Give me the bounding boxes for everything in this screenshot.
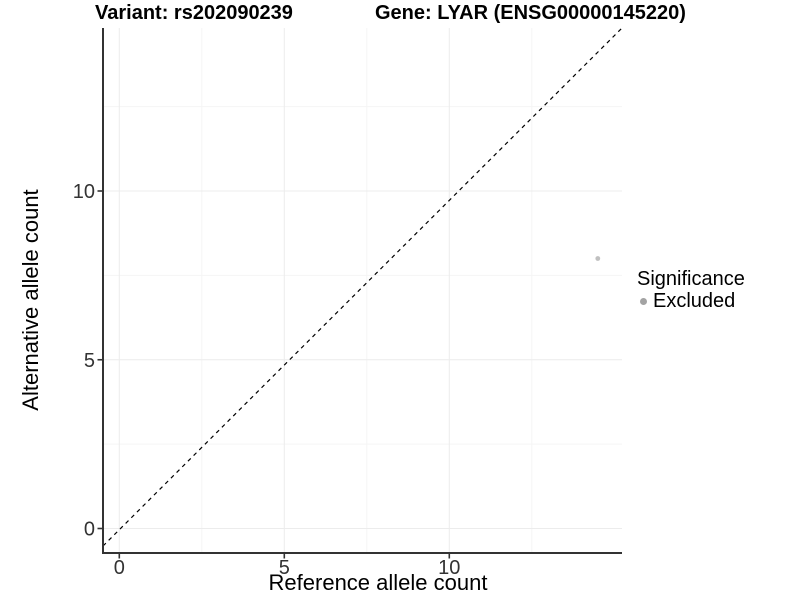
data-point: [595, 256, 601, 261]
legend-point-icon: [640, 298, 647, 305]
legend-item-excluded: Excluded: [637, 291, 745, 312]
x-axis-title: Reference allele count: [268, 570, 488, 595]
y-tick-label: 5: [84, 350, 95, 372]
x-tick-label: 5: [279, 557, 290, 579]
legend-title: Significance: [637, 268, 745, 290]
identity-reference-line: [102, 27, 623, 547]
y-tick-label: 10: [73, 181, 95, 203]
legend: Significance Excluded: [637, 268, 745, 312]
gene-title: Gene: LYAR (ENSG00000145220): [375, 2, 686, 24]
variant-title: Variant: rs202090239: [95, 2, 293, 24]
y-tick-label: 0: [84, 519, 95, 541]
x-tick-label: 10: [438, 557, 460, 579]
x-tick-label: 0: [114, 557, 125, 579]
y-axis-title: Alternative allele count: [18, 189, 43, 411]
legend-item-label: Excluded: [653, 290, 736, 312]
